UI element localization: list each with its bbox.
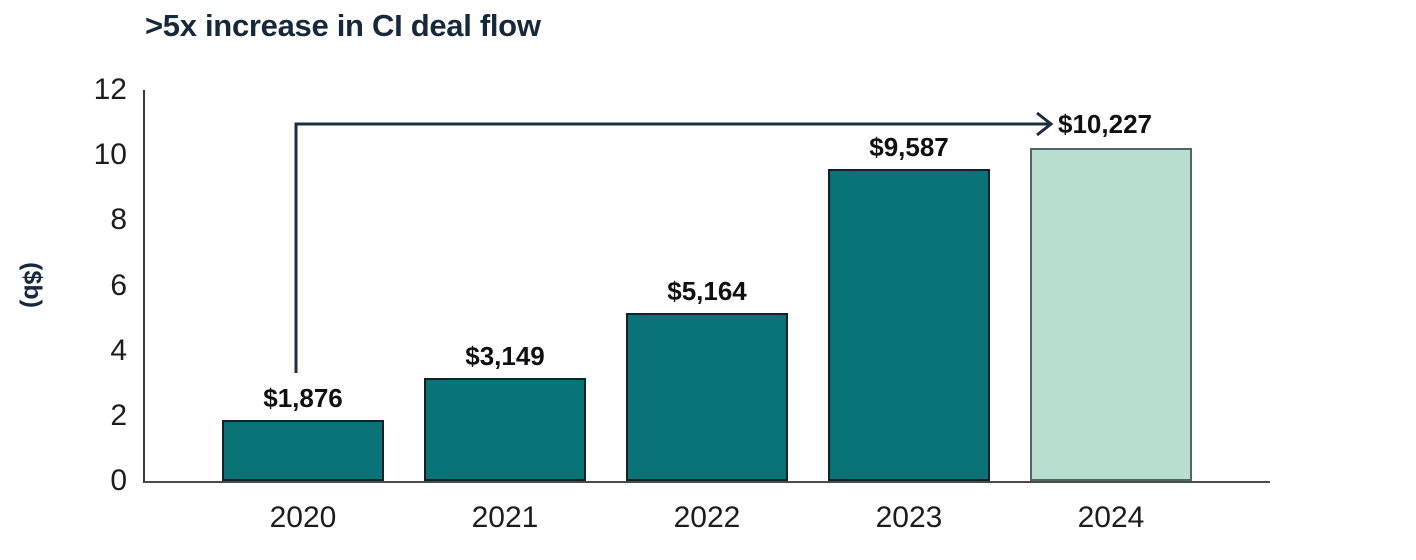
value-label-2022: $5,164	[667, 275, 747, 306]
x-tick-label-2024: 2024	[1077, 501, 1145, 534]
value-label-2021: $3,149	[465, 341, 545, 372]
value-label-2024: $10,227	[1058, 109, 1152, 139]
y-tick-label: 8	[110, 203, 127, 237]
bar-2022	[626, 312, 788, 481]
x-tick-label-2022: 2022	[673, 501, 741, 534]
value-label-2023: $9,587	[869, 131, 949, 162]
y-tick-label: 4	[110, 333, 127, 367]
plot-area: 0 2 4 6 8 10 12 $1,876 2020 $3,149 2021 $5,164 2022 $…	[94, 73, 1270, 534]
bar-2020	[222, 419, 384, 481]
x-tick-label-2021: 2021	[471, 501, 539, 534]
y-axis-label: ($b)	[18, 262, 47, 308]
bar-2023	[828, 168, 990, 481]
y-tick-label: 10	[93, 138, 127, 172]
y-tick-label: 2	[110, 398, 127, 432]
arrowhead-icon	[1036, 111, 1054, 137]
x-tick-label-2023: 2023	[875, 501, 943, 534]
y-tick-label: 0	[110, 464, 127, 497]
y-tick-label: 12	[93, 73, 127, 106]
y-tick-label: 6	[110, 268, 127, 302]
x-tick-label-2020: 2020	[269, 501, 337, 534]
bar-2024	[1030, 147, 1192, 481]
value-label-2020: $1,876	[263, 382, 343, 413]
chart-title: >5x increase in CI deal flow	[145, 8, 541, 43]
bar-2021	[424, 378, 586, 481]
